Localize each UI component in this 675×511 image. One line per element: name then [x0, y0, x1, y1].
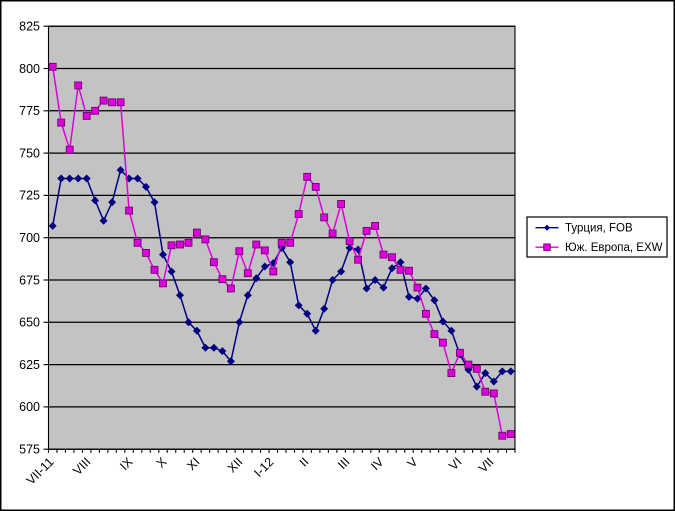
- svg-text:775: 775: [19, 104, 40, 118]
- svg-text:700: 700: [19, 231, 40, 245]
- svg-text:625: 625: [19, 358, 40, 372]
- svg-text:825: 825: [19, 20, 40, 34]
- svg-text:Турция, FOB: Турция, FOB: [565, 223, 633, 235]
- svg-text:600: 600: [19, 400, 40, 414]
- svg-text:650: 650: [19, 316, 40, 330]
- svg-text:Юж. Европа, EXW: Юж. Европа, EXW: [565, 242, 663, 254]
- svg-text:675: 675: [19, 273, 40, 287]
- svg-text:750: 750: [19, 146, 40, 160]
- svg-text:725: 725: [19, 189, 40, 203]
- svg-text:575: 575: [19, 443, 40, 457]
- svg-text:800: 800: [19, 62, 40, 76]
